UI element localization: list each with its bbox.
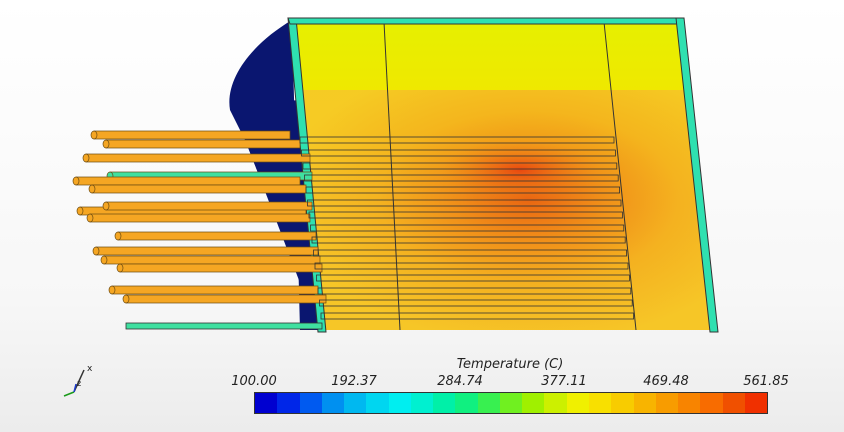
triad-z-label: z: [77, 379, 81, 388]
colorbar-segment: [566, 393, 589, 413]
tube: [75, 176, 301, 186]
inner-tube: [317, 287, 632, 295]
simulation-viewport[interactable]: [0, 0, 844, 340]
colorbar-segment: [722, 393, 745, 413]
legend-tick-0: 100.00: [231, 374, 277, 389]
inner-tube: [308, 211, 623, 219]
frame-right: [675, 17, 719, 333]
tube-end: [102, 139, 110, 149]
inner-tube: [302, 162, 618, 170]
axis-triad[interactable]: x z: [60, 362, 100, 402]
tube: [93, 130, 291, 140]
triad-z-axis: [73, 383, 77, 393]
colorbar-segment: [255, 393, 278, 413]
colorbar-segment: [344, 393, 367, 413]
triad-y-axis: [63, 391, 75, 397]
tube: [91, 184, 307, 194]
tube-end: [76, 206, 84, 216]
legend-tick-2: 284.74: [437, 374, 483, 389]
legend-tick-4: 469.48: [643, 374, 689, 389]
legend-tick-3: 377.11: [541, 374, 587, 389]
colorbar-segment: [655, 393, 679, 413]
colorbar-segment: [433, 393, 456, 413]
colorbar-segment: [299, 393, 322, 413]
colorbar-segment: [633, 393, 656, 413]
tube: [125, 294, 327, 304]
inner-tube: [316, 274, 630, 282]
colorbar-segment: [388, 393, 411, 413]
colorbar-segment: [477, 393, 500, 413]
tube: [89, 213, 311, 223]
tube-end: [108, 285, 116, 295]
separator-right: [603, 21, 637, 331]
inner-tube: [305, 186, 621, 194]
colorbar-segment: [366, 393, 389, 413]
colorbar-segment: [277, 393, 300, 413]
colorbar-segment: [744, 393, 768, 413]
colorbar-segment: [410, 393, 434, 413]
inner-tube: [299, 136, 615, 144]
tube: [105, 139, 301, 149]
tube-end: [90, 130, 98, 140]
tube: [95, 246, 319, 256]
legend-title: Temperature (C): [456, 357, 564, 372]
tube: [85, 153, 311, 163]
legend-tick-5: 561.85: [743, 374, 789, 389]
colorbar-segment: [499, 393, 523, 413]
inner-tube: [307, 199, 622, 207]
inner-tube: [311, 236, 626, 244]
colorbar-segment: [678, 393, 701, 413]
tube: [103, 255, 321, 265]
tube-end: [116, 263, 124, 273]
inner-tube: [320, 312, 635, 320]
hot-core: [440, 140, 600, 200]
tube-end: [92, 246, 100, 256]
inner-tube: [313, 249, 628, 257]
tube-end: [72, 176, 80, 186]
tube-end: [88, 184, 96, 194]
temperature-colorbar: [254, 392, 768, 414]
colorbar-segment: [455, 393, 478, 413]
inner-tube: [319, 299, 633, 307]
colorbar-segment: [611, 393, 634, 413]
tube-bundle: [72, 130, 635, 330]
tube: [117, 231, 317, 241]
inner-tube: [314, 262, 629, 270]
inner-tube: [310, 224, 625, 232]
bottom-tube: [125, 322, 323, 330]
triad-x-label: x: [87, 364, 93, 374]
tube-end: [102, 201, 110, 211]
frame-top: [287, 17, 685, 25]
separator-left: [383, 21, 401, 331]
tube-end: [100, 255, 108, 265]
colorbar-segment: [700, 393, 723, 413]
tube-end: [82, 153, 90, 163]
colorbar-segment: [522, 393, 545, 413]
colorbar-segment: [544, 393, 567, 413]
colorbar-segment: [588, 393, 612, 413]
colorbar-segment: [321, 393, 345, 413]
legend-tick-1: 192.37: [331, 374, 377, 389]
inner-tube: [304, 174, 619, 182]
tube: [119, 263, 323, 273]
tube: [111, 285, 319, 295]
tube-end: [86, 213, 94, 223]
inner-tube: [301, 149, 616, 157]
tube-end: [122, 294, 130, 304]
tube: [105, 201, 313, 211]
tube-end: [114, 231, 122, 241]
